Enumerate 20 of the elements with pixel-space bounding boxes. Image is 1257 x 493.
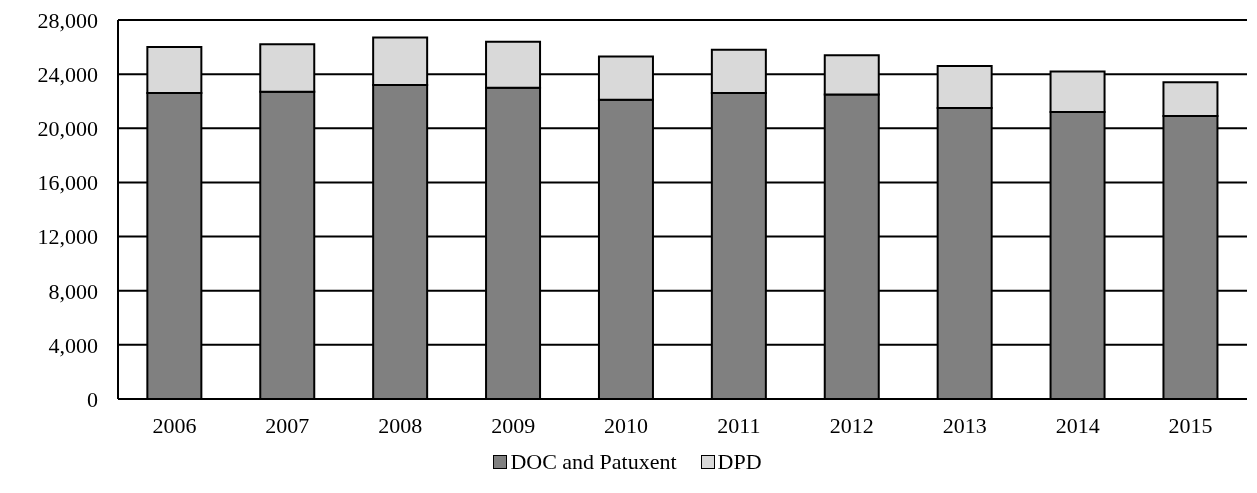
x-tick-label: 2009 (491, 412, 536, 438)
x-tick-label: 2010 (604, 412, 649, 438)
y-tick-label: 8,000 (48, 278, 98, 304)
y-tick-label: 4,000 (48, 332, 98, 358)
x-tick-label: 2013 (942, 412, 987, 438)
y-tick-label: 16,000 (37, 170, 98, 196)
y-tick-label: 24,000 (37, 61, 98, 87)
x-tick-label: 2006 (152, 412, 197, 438)
x-tick-label: 2011 (717, 412, 761, 438)
x-tick-label: 2007 (265, 412, 310, 438)
x-tick-label: 2014 (1055, 412, 1100, 438)
y-tick-label: 0 (87, 386, 98, 412)
y-tick-label: 28,000 (37, 7, 98, 33)
x-tick-label: 2012 (829, 412, 874, 438)
legend-label: DOC and Patuxent (510, 449, 677, 475)
x-tick-label: 2015 (1168, 412, 1213, 438)
x-tick-label: 2008 (378, 412, 423, 438)
y-tick-label: 20,000 (37, 116, 98, 142)
y-tick-label: 12,000 (37, 224, 98, 250)
legend-label: DPD (717, 449, 762, 475)
